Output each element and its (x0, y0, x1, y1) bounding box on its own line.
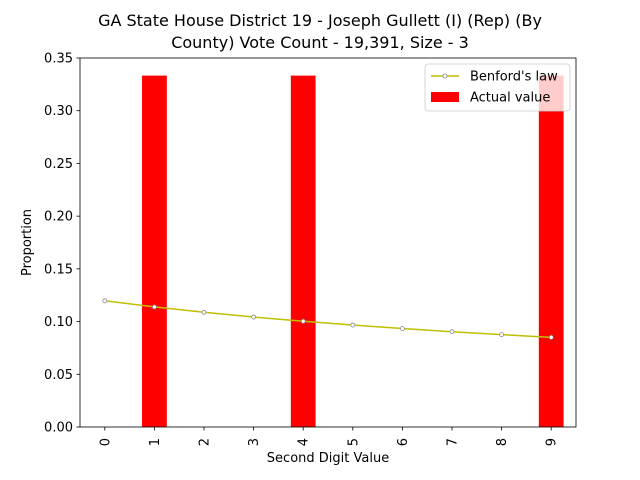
chart-title-line-2: County) Vote Count - 19,391, Size - 3 (171, 33, 469, 52)
benford-point-0 (102, 298, 108, 304)
x-tick-label: 5 (346, 438, 361, 446)
benford-point-1 (151, 304, 157, 310)
bar-actual-4 (290, 75, 316, 428)
y-tick-label: 0.10 (44, 315, 73, 330)
benford-line (104, 300, 552, 339)
y-axis-label: Proportion (20, 209, 35, 276)
benford-point-3 (251, 314, 257, 320)
y-tick-label: 0.30 (44, 104, 73, 119)
y-tick-label: 0.20 (44, 210, 73, 225)
legend-benford-label: Benford's law (470, 70, 558, 85)
bar-actual-1 (142, 75, 167, 428)
legend-actual-label: Actual value (470, 91, 550, 106)
x-tick-label: 1 (148, 438, 163, 446)
benford-line-group (102, 298, 554, 340)
y-tick-label: 0.35 (44, 52, 73, 67)
legend: Benford's law Actual value (424, 63, 571, 112)
bar-actual-9 (538, 75, 564, 428)
x-tick-label: 4 (297, 438, 312, 446)
benford-point-4 (300, 318, 306, 324)
benford-point-9 (548, 334, 554, 340)
chart-title-line-1: GA State House District 19 - Joseph Gull… (98, 11, 542, 30)
x-tick-label: 6 (396, 438, 411, 446)
x-tick-label: 3 (247, 438, 262, 446)
benford-point-6 (399, 326, 405, 331)
legend-benford-marker (442, 73, 448, 79)
benford-point-8 (499, 332, 505, 338)
x-tick-label: 2 (198, 438, 213, 446)
benford-point-5 (350, 322, 356, 328)
y-tick-label: 0.15 (44, 262, 73, 277)
x-tick-label: 8 (495, 438, 510, 446)
y-tick-label: 0.25 (44, 157, 73, 172)
bars-group (142, 75, 564, 428)
benford-point-2 (201, 309, 207, 315)
axes-group: 0.00 0.05 0.10 0.15 0.20 0.25 0.30 0.35 0 1 2 3 4 5 6 7… (20, 52, 577, 466)
legend-box (424, 63, 571, 112)
legend-actual-swatch (431, 92, 459, 102)
plot-frame (79, 57, 577, 428)
y-tick-label: 0.00 (44, 421, 73, 436)
benford-point-7 (449, 329, 455, 335)
x-tick-label: 0 (98, 438, 113, 446)
x-tick-label: 9 (545, 438, 560, 446)
x-axis-label: Second Digit Value (267, 451, 389, 466)
y-tick-label: 0.05 (44, 368, 73, 383)
x-tick-label: 7 (446, 438, 461, 446)
